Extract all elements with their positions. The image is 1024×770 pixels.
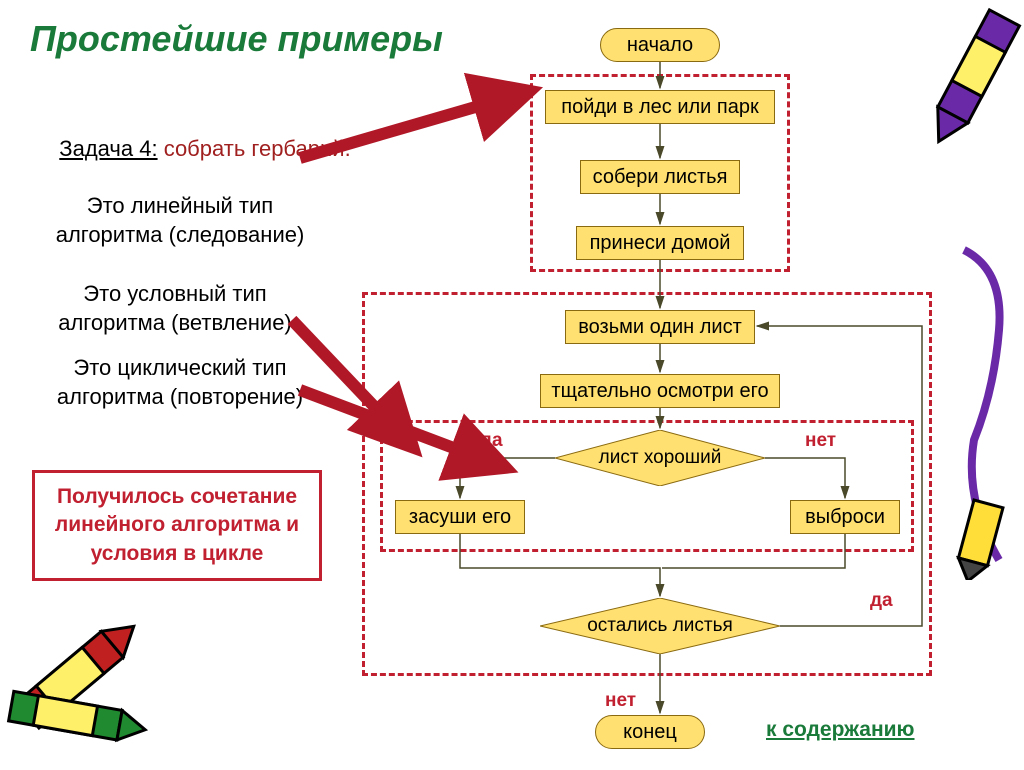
summary-l2: линейного алгоритма и (45, 511, 309, 539)
desc-branch-l2: алгоритма (ветвление) (30, 309, 320, 338)
desc-loop-l1: Это циклический тип (30, 354, 330, 383)
crayon-top-right (916, 0, 1024, 170)
task-text: собрать гербарий. (164, 136, 351, 161)
flow-box-2: собери листья (580, 160, 740, 194)
toc-link[interactable]: к содержанию (766, 718, 915, 742)
desc-linear-l2: алгоритма (следование) (30, 221, 330, 250)
summary-box: Получилось сочетание линейного алгоритма… (32, 470, 322, 581)
desc-linear: Это линейный тип алгоритма (следование) (30, 192, 330, 249)
summary-l3: условия в цикле (45, 540, 309, 568)
edge-no-2: нет (605, 690, 636, 712)
edge-no-1: нет (805, 430, 836, 452)
flow-box-5: тщательно осмотри его (540, 374, 780, 408)
page-title: Простейшие примеры (30, 18, 443, 60)
desc-branch-l1: Это условный тип (30, 280, 320, 309)
desc-loop: Это циклический тип алгоритма (повторени… (30, 354, 330, 411)
flow-box-7: выброси (790, 500, 900, 534)
crayon-bottom-left (0, 590, 190, 770)
flow-box-1: пойди в лес или парк (545, 90, 775, 124)
edge-yes-1: да (480, 430, 503, 452)
desc-linear-l1: Это линейный тип (30, 192, 330, 221)
edge-yes-2: да (870, 590, 893, 612)
flow-diamond-1: лист хороший (555, 430, 765, 486)
flow-start: начало (600, 28, 720, 62)
summary-l1: Получилось сочетание (45, 483, 309, 511)
desc-branch: Это условный тип алгоритма (ветвление) (30, 280, 320, 337)
task-label: Задача 4: (59, 136, 157, 161)
flow-box-3: принеси домой (576, 226, 744, 260)
flow-box-6: засуши его (395, 500, 525, 534)
flow-box-4: возьми один лист (565, 310, 755, 344)
flow-diamond-2: остались листья (540, 598, 780, 654)
diamond-2-label: остались листья (587, 615, 733, 637)
task-line: Задача 4: собрать гербарий. (50, 136, 360, 162)
crayon-right (944, 240, 1024, 580)
diamond-1-label: лист хороший (599, 447, 722, 469)
desc-loop-l2: алгоритма (повторение) (30, 383, 330, 412)
flow-end: конец (595, 715, 705, 749)
